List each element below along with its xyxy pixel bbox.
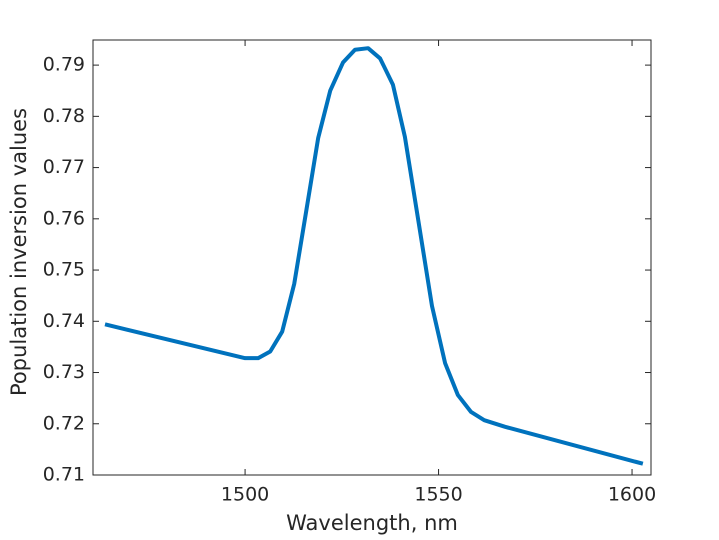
plot-area [92, 39, 652, 476]
y-tick-label: 0.79 [43, 54, 85, 76]
x-tick-label: 1600 [608, 484, 656, 506]
y-axis-label: Population inversion values [7, 108, 31, 396]
y-tick-label: 0.76 [43, 207, 85, 229]
y-tick-label: 0.77 [43, 156, 85, 178]
x-axis-label: Wavelength, nm [286, 511, 458, 535]
data-line [104, 46, 644, 466]
y-tick-label: 0.74 [43, 310, 85, 332]
x-tick-label: 1550 [414, 484, 462, 506]
y-tick-label: 0.73 [43, 361, 85, 383]
y-tick-label: 0.71 [43, 464, 85, 486]
y-tick-label: 0.75 [43, 259, 85, 281]
x-tick-label: 1500 [221, 484, 269, 506]
y-tick-label: 0.72 [43, 412, 85, 434]
y-tick-label: 0.78 [43, 105, 85, 127]
